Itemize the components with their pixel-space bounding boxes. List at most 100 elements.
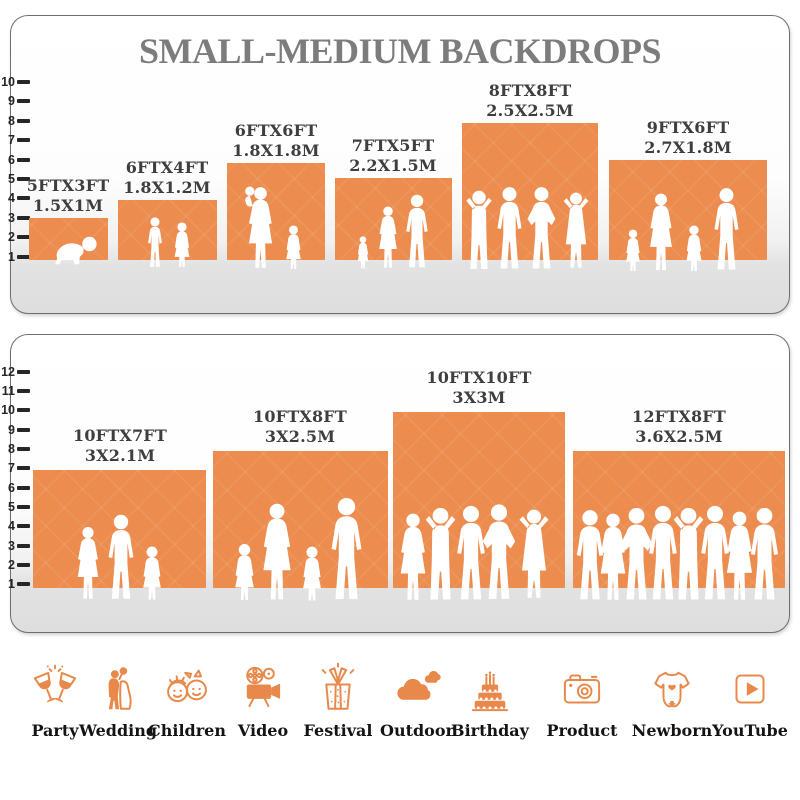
category-label: Birthday [451, 721, 529, 740]
backdrop-caption: 5FTX3FT 1.5X1M [0, 176, 143, 216]
youtube-icon [735, 674, 765, 704]
tick-dash-icon [17, 505, 30, 509]
person-silhouette [231, 543, 258, 603]
person-silhouette [299, 546, 325, 603]
tick-dash-icon [17, 563, 30, 567]
size-ft: 10FTX7FT [73, 426, 167, 445]
tick-label: 6 [8, 481, 15, 495]
tick-dash-icon [17, 138, 30, 142]
person-silhouette [481, 503, 517, 603]
size-m: 1.8X1.8M [232, 141, 320, 160]
size-ft: 10FTX8FT [253, 407, 347, 426]
backdrop-caption: 7FTX5FT 2.2X1.5M [318, 136, 468, 176]
tick-dash-icon [17, 582, 30, 586]
axis-tick: 10 [0, 404, 30, 416]
person-silhouette [145, 217, 165, 269]
category-video: Video [221, 662, 305, 740]
size-ft: 6FTX4FT [125, 158, 209, 177]
tick-dash-icon [17, 524, 30, 528]
axis-tick: 9 [0, 424, 30, 436]
person-silhouette [105, 514, 137, 602]
axis-tick: 2 [0, 231, 30, 243]
category-outdoor: Outdoor [375, 662, 459, 740]
category-newborn: Newborn [630, 662, 714, 740]
person-silhouette [257, 503, 297, 603]
tick-dash-icon [17, 196, 30, 200]
tick-dash-icon [17, 466, 30, 470]
category-label: Outdoor [380, 721, 454, 740]
axis-tick: 3 [0, 540, 30, 552]
person-silhouette [747, 507, 782, 603]
birthday-icon [471, 671, 509, 712]
tick-label: 8 [8, 114, 15, 128]
person-silhouette [73, 526, 103, 602]
tick-label: 4 [8, 191, 15, 205]
person-silhouette [375, 206, 401, 270]
person-silhouette [623, 229, 643, 273]
tick-label: 5 [8, 500, 15, 514]
category-label: Product [546, 721, 618, 740]
person-silhouette [51, 235, 99, 266]
party-icon [33, 664, 77, 703]
tick-dash-icon [17, 177, 30, 181]
backdrop-caption: 10FTX7FT 3X2.1M [35, 426, 205, 466]
person-silhouette [139, 546, 165, 602]
tick-dash-icon [17, 99, 30, 103]
tick-label: 1 [8, 577, 15, 591]
category-product: Product [540, 662, 624, 740]
category-label: Newborn [631, 721, 713, 740]
tick-label: 12 [1, 365, 15, 379]
person-silhouette [645, 193, 677, 273]
video-icon [246, 666, 281, 708]
tick-dash-icon [17, 447, 30, 451]
axis-tick: 7 [0, 462, 30, 474]
page-title: SMALL-MEDIUM BACKDROPS [138, 31, 662, 71]
tick-dash-icon [17, 235, 30, 239]
category-label: YouTube [712, 721, 788, 740]
size-ft: 5FTX3FT [26, 176, 110, 195]
axis-tick: 10 [0, 76, 30, 88]
axis-tick: 8 [0, 443, 30, 455]
tick-dash-icon [17, 486, 30, 490]
axis-tick: 6 [0, 482, 30, 494]
tick-label: 3 [8, 539, 15, 553]
person-silhouette [355, 236, 371, 270]
tick-dash-icon [17, 370, 30, 374]
size-ft: 8FTX8FT [488, 81, 572, 100]
axis-tick: 12 [0, 366, 30, 378]
outdoor-icon [397, 670, 441, 700]
axis-tick: 6 [0, 154, 30, 166]
axis-tick: 3 [0, 212, 30, 224]
category-wedding: Wedding [76, 662, 160, 740]
category-party: Party [13, 662, 97, 740]
backdrop-6x6ft [227, 163, 325, 260]
tick-label: 3 [8, 211, 15, 225]
backdrop-10x10ft [393, 412, 565, 588]
person-silhouette [526, 186, 557, 272]
size-ft: 12FTX8FT [632, 407, 726, 426]
person-silhouette [494, 186, 525, 272]
person-silhouette [327, 497, 366, 603]
person-silhouette [283, 225, 304, 271]
size-ft: 10FTX10FT [426, 368, 532, 387]
backdrop-10x8ft [213, 451, 388, 588]
size-ft: 6FTX6FT [234, 121, 318, 140]
tick-label: 9 [8, 94, 15, 108]
size-m: 1.5X1M [32, 196, 104, 215]
category-festival: Festival [296, 662, 380, 740]
axis-tick: 2 [0, 559, 30, 571]
tick-label: 6 [8, 153, 15, 167]
axis-tick: 1 [0, 578, 30, 590]
backdrop-caption: 10FTX8FT 3X2.5M [215, 407, 385, 447]
tick-label: 7 [8, 133, 15, 147]
tick-dash-icon [17, 158, 30, 162]
person-silhouette [560, 192, 592, 272]
backdrop-caption: 6FTX6FT 1.8X1.8M [201, 121, 351, 161]
size-m: 2.2X1.5M [349, 156, 437, 175]
size-m: 3X2.1M [84, 446, 156, 465]
category-children: Children [145, 662, 229, 740]
category-label: Children [148, 721, 226, 740]
backdrop-8x8ft [462, 123, 598, 260]
category-label: Video [237, 721, 289, 740]
category-label: Festival [303, 721, 373, 740]
